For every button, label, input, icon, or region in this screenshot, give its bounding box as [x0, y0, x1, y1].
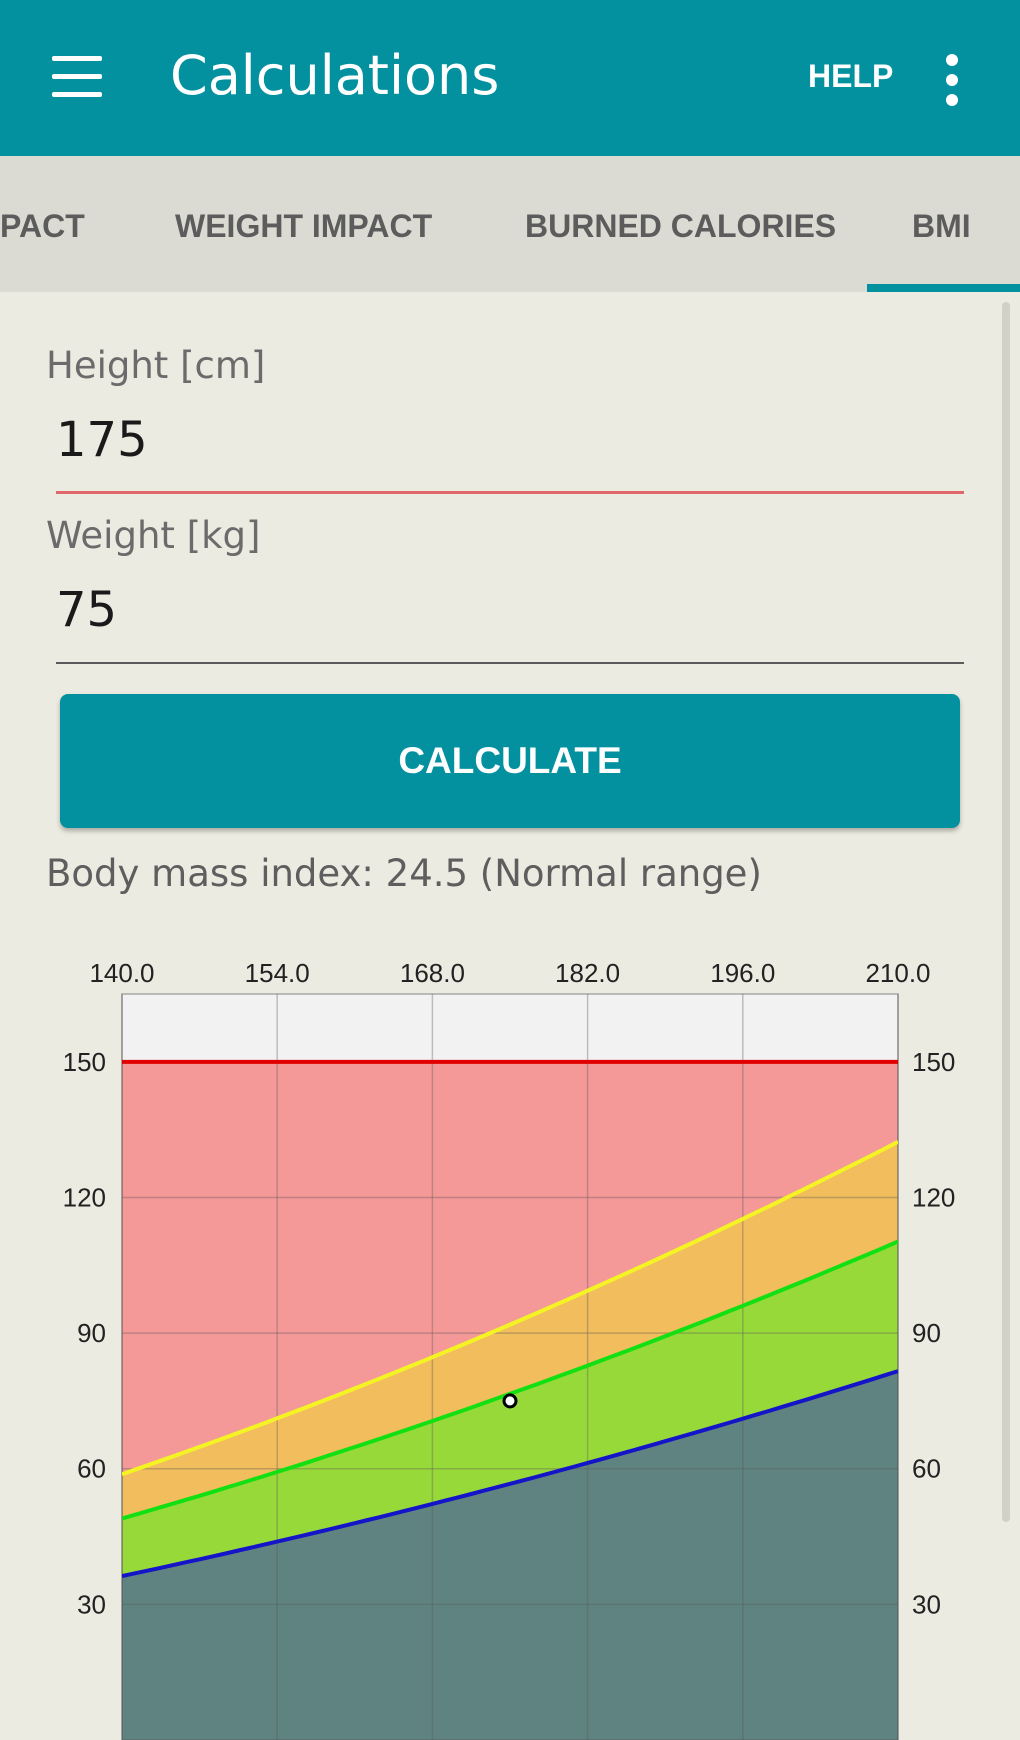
- tab-bar: PACT WEIGHT IMPACT BURNED CALORIES BMI: [0, 156, 1020, 292]
- chart-y-tick-label-right: 30: [912, 1589, 941, 1619]
- chart-y-tick-label-left: 120: [63, 1182, 106, 1212]
- tab-burned-calories[interactable]: BURNED CALORIES: [525, 208, 837, 244]
- chart-plot-border: [121, 993, 899, 1740]
- chart-x-tick-label: 196.0: [710, 958, 775, 988]
- height-underline: [56, 491, 964, 494]
- chart-top-band: [122, 994, 898, 1062]
- scrollbar[interactable]: [1002, 302, 1010, 1522]
- tab-pact[interactable]: PACT: [0, 208, 85, 244]
- chart-x-tick-label: 140.0: [89, 958, 154, 988]
- hamburger-menu-icon[interactable]: [48, 50, 110, 108]
- weight-underline: [56, 662, 964, 664]
- chart-y-tick-label-left: 150: [63, 1047, 106, 1077]
- chart-x-tick-label: 182.0: [555, 958, 620, 988]
- chart-line-bmi-30: [122, 1140, 898, 1477]
- tab-bmi[interactable]: BMI: [912, 208, 971, 244]
- weight-input[interactable]: [56, 570, 962, 650]
- chart-y-tick-label-right: 60: [912, 1454, 941, 1484]
- help-button[interactable]: HELP: [808, 58, 894, 94]
- bmi-form: Height [cm] Weight [kg] CALCULATE Body m…: [0, 292, 1020, 1740]
- chart-y-tick-label-left: 60: [77, 1454, 106, 1484]
- bmi-chart: 140.0 154.0 168.0 182.0 196.0 210.0 30 30 60 60 90…: [63, 958, 955, 1740]
- calculate-button[interactable]: CALCULATE: [60, 694, 960, 828]
- more-vert-icon[interactable]: [938, 52, 966, 108]
- chart-x-tick-label: 168.0: [400, 958, 465, 988]
- chart-area-bmi-18-5: [122, 1371, 898, 1740]
- chart-y-tick-label-right: 150: [912, 1047, 955, 1077]
- height-label: Height [cm]: [46, 344, 266, 387]
- chart-current-point: [502, 1393, 518, 1409]
- chart-x-tick-label: 154.0: [245, 958, 310, 988]
- page-title: Calculations: [170, 44, 500, 107]
- tab-weight-impact[interactable]: WEIGHT IMPACT: [175, 208, 433, 244]
- chart-y-tick-label-right: 90: [912, 1318, 941, 1348]
- tab-selected-indicator: [867, 284, 1020, 292]
- chart-x-tick-label: 210.0: [865, 958, 930, 988]
- chart-y-tick-label-left: 90: [77, 1318, 106, 1348]
- height-input[interactable]: [56, 400, 962, 480]
- chart-y-tick-label-left: 30: [77, 1589, 106, 1619]
- chart-line-bmi-18-5: [122, 1369, 898, 1579]
- bmi-result: Body mass index: 24.5 (Normal range): [46, 852, 762, 895]
- weight-label: Weight [kg]: [46, 514, 261, 557]
- chart-y-tick-label-right: 120: [912, 1182, 955, 1212]
- app-bar: Calculations HELP: [0, 0, 1020, 156]
